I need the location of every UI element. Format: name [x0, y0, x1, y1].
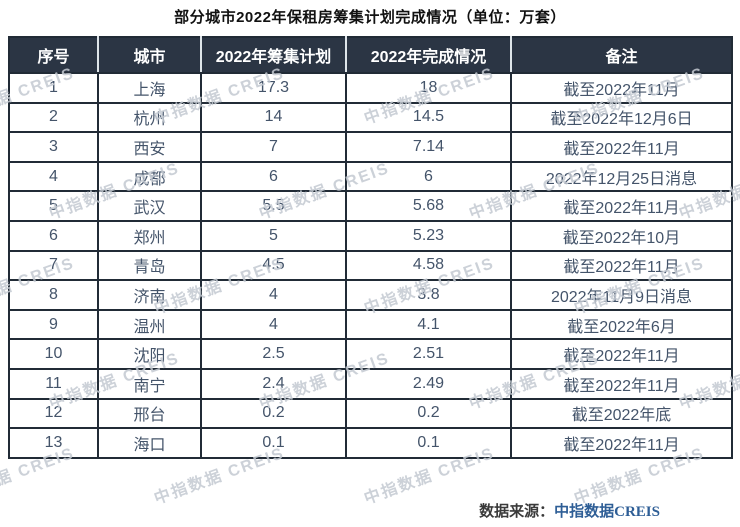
cell-city: 沈阳 — [97, 338, 202, 370]
cell-seq: 13 — [8, 427, 99, 459]
cell-note: 截至2022年11月 — [510, 427, 733, 459]
table-row: 5 武汉 5.5 5.68 截至2022年11月 — [8, 190, 733, 222]
cell-city: 青岛 — [97, 249, 202, 282]
cell-city: 温州 — [97, 308, 202, 341]
table-row: 9 温州 4 4.1 截至2022年6月 — [8, 308, 733, 341]
figure-title: 部分城市2022年保租房筹集计划完成情况（单位：万套） — [174, 9, 566, 26]
cell-city: 杭州 — [97, 101, 202, 134]
cell-note: 截至2022年11月 — [510, 190, 733, 222]
table-row: 10 沈阳 2.5 2.51 截至2022年11月 — [8, 338, 733, 370]
cell-plan: 5.5 — [200, 190, 347, 222]
table-row: 11 南宁 2.4 2.49 截至2022年11月 — [8, 367, 733, 400]
cell-city: 上海 — [97, 72, 202, 104]
table-row: 12 邢台 0.2 0.2 截至2022年底 — [8, 397, 733, 430]
cell-note: 2022年12月25日消息 — [510, 160, 733, 193]
cell-done: 5.68 — [345, 190, 512, 222]
cell-seq: 1 — [8, 72, 99, 104]
cell-plan: 5 — [200, 219, 347, 252]
cell-done: 6 — [345, 160, 512, 193]
table-row: 8 济南 4 3.8 2022年11月9日消息 — [8, 279, 733, 311]
table-header: 序号 城市 2022年筹集计划 2022年完成情况 备注 — [8, 36, 733, 74]
cell-plan: 4 — [200, 279, 347, 311]
cell-done: 14.5 — [345, 101, 512, 134]
cell-plan: 7 — [200, 131, 347, 163]
cell-seq: 9 — [8, 308, 99, 341]
cell-note: 截至2022年底 — [510, 397, 733, 430]
table-body: 1 上海 17.3 18 截至2022年11月 2 杭州 14 14.5 截至2022年12月6日… — [8, 72, 733, 459]
cell-done: 0.2 — [345, 397, 512, 430]
table-row: 3 西安 7 7.14 截至2022年11月 — [8, 131, 733, 163]
cell-done: 3.8 — [345, 279, 512, 311]
table-row: 13 海口 0.1 0.1 截至2022年11月 — [8, 427, 733, 459]
cell-city: 武汉 — [97, 190, 202, 222]
cell-city: 西安 — [97, 131, 202, 163]
cell-seq: 4 — [8, 160, 99, 193]
table-row: 7 青岛 4.5 4.58 截至2022年11月 — [8, 249, 733, 282]
table-row: 4 成都 6 6 2022年12月25日消息 — [8, 160, 733, 193]
data-source: 数据来源：中指数据CREIS — [479, 500, 660, 521]
table-row: 6 郑州 5 5.23 截至2022年10月 — [8, 219, 733, 252]
cell-note: 2022年11月9日消息 — [510, 279, 733, 311]
cell-done: 7.14 — [345, 131, 512, 163]
cell-plan: 4.5 — [200, 249, 347, 282]
cell-city: 南宁 — [97, 367, 202, 400]
cell-seq: 8 — [8, 279, 99, 311]
cell-done: 2.49 — [345, 367, 512, 400]
cell-plan: 14 — [200, 101, 347, 134]
cell-done: 5.23 — [345, 219, 512, 252]
cell-city: 郑州 — [97, 219, 202, 252]
cell-city: 成都 — [97, 160, 202, 193]
cell-done: 2.51 — [345, 338, 512, 370]
data-table: 序号 城市 2022年筹集计划 2022年完成情况 备注 1 上海 17.3 18 截至… — [8, 36, 733, 459]
cell-city: 邢台 — [97, 397, 202, 430]
cell-plan: 4 — [200, 308, 347, 341]
cell-done: 18 — [345, 72, 512, 104]
col-header-city: 城市 — [97, 36, 202, 74]
source-label: 数据来源： — [479, 503, 555, 520]
cell-done: 4.1 — [345, 308, 512, 341]
cell-plan: 6 — [200, 160, 347, 193]
cell-plan: 17.3 — [200, 72, 347, 104]
cell-note: 截至2022年12月6日 — [510, 101, 733, 134]
cell-note: 截至2022年6月 — [510, 308, 733, 341]
cell-city: 济南 — [97, 279, 202, 311]
cell-plan: 0.1 — [200, 427, 347, 459]
cell-note: 截至2022年11月 — [510, 72, 733, 104]
cell-seq: 11 — [8, 367, 99, 400]
cell-seq: 12 — [8, 397, 99, 430]
table-row: 2 杭州 14 14.5 截至2022年12月6日 — [8, 101, 733, 134]
cell-note: 截至2022年11月 — [510, 338, 733, 370]
cell-seq: 6 — [8, 219, 99, 252]
cell-done: 0.1 — [345, 427, 512, 459]
cell-seq: 7 — [8, 249, 99, 282]
cell-seq: 3 — [8, 131, 99, 163]
cell-note: 截至2022年10月 — [510, 219, 733, 252]
header-row: 序号 城市 2022年筹集计划 2022年完成情况 备注 — [8, 36, 733, 74]
cell-city: 海口 — [97, 427, 202, 459]
cell-note: 截至2022年11月 — [510, 367, 733, 400]
col-header-plan: 2022年筹集计划 — [200, 36, 347, 74]
cell-done: 4.58 — [345, 249, 512, 282]
cell-seq: 5 — [8, 190, 99, 222]
table-row: 1 上海 17.3 18 截至2022年11月 — [8, 72, 733, 104]
cell-plan: 2.4 — [200, 367, 347, 400]
col-header-note: 备注 — [510, 36, 733, 74]
col-header-seq: 序号 — [8, 36, 99, 74]
cell-seq: 10 — [8, 338, 99, 370]
col-header-done: 2022年完成情况 — [345, 36, 512, 74]
cell-note: 截至2022年11月 — [510, 249, 733, 282]
cell-plan: 2.5 — [200, 338, 347, 370]
cell-note: 截至2022年11月 — [510, 131, 733, 163]
cell-plan: 0.2 — [200, 397, 347, 430]
source-name: 中指数据 — [554, 503, 615, 520]
cell-seq: 2 — [8, 101, 99, 134]
source-name-en: CREIS — [614, 504, 660, 520]
